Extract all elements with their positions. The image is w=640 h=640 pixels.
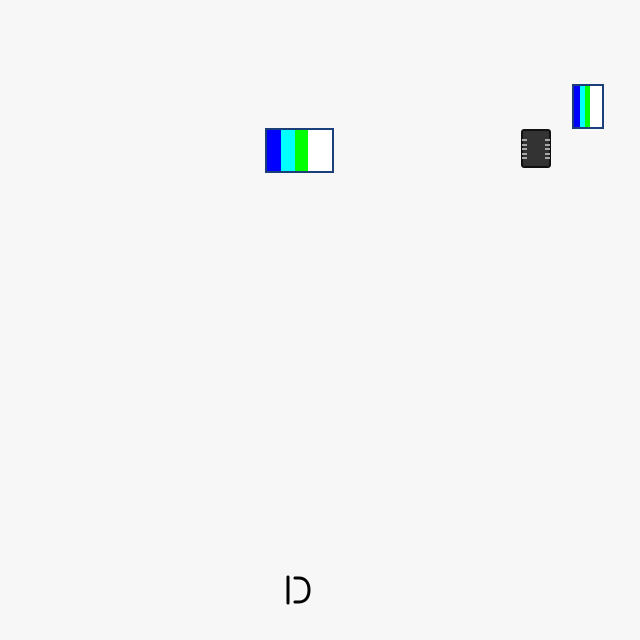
chip-pin	[545, 139, 550, 141]
chip-pin	[522, 148, 527, 150]
bracket-d-glyph-icon	[286, 575, 311, 605]
stripe-white	[590, 86, 602, 127]
stripe-cyan	[580, 86, 585, 127]
stripe-blue	[267, 130, 281, 171]
chip-pin	[522, 139, 527, 141]
chip-pins-right	[545, 139, 550, 159]
stripe-blue	[574, 86, 580, 127]
stripe-green	[295, 130, 308, 171]
stripe-cyan	[281, 130, 295, 171]
chip-icon	[521, 129, 551, 168]
chip-pin	[545, 148, 550, 150]
chip-pin	[522, 152, 527, 155]
stripe-white	[308, 130, 332, 171]
chip-pins-left	[522, 139, 527, 159]
striped-block-small	[572, 84, 604, 129]
chip-pin	[545, 143, 550, 146]
chip-pin	[545, 157, 550, 159]
chip-pin	[522, 157, 527, 159]
chip-pin	[545, 152, 550, 155]
striped-block-main	[265, 128, 334, 173]
stripe-green	[585, 86, 590, 127]
chip-pin	[522, 143, 527, 146]
